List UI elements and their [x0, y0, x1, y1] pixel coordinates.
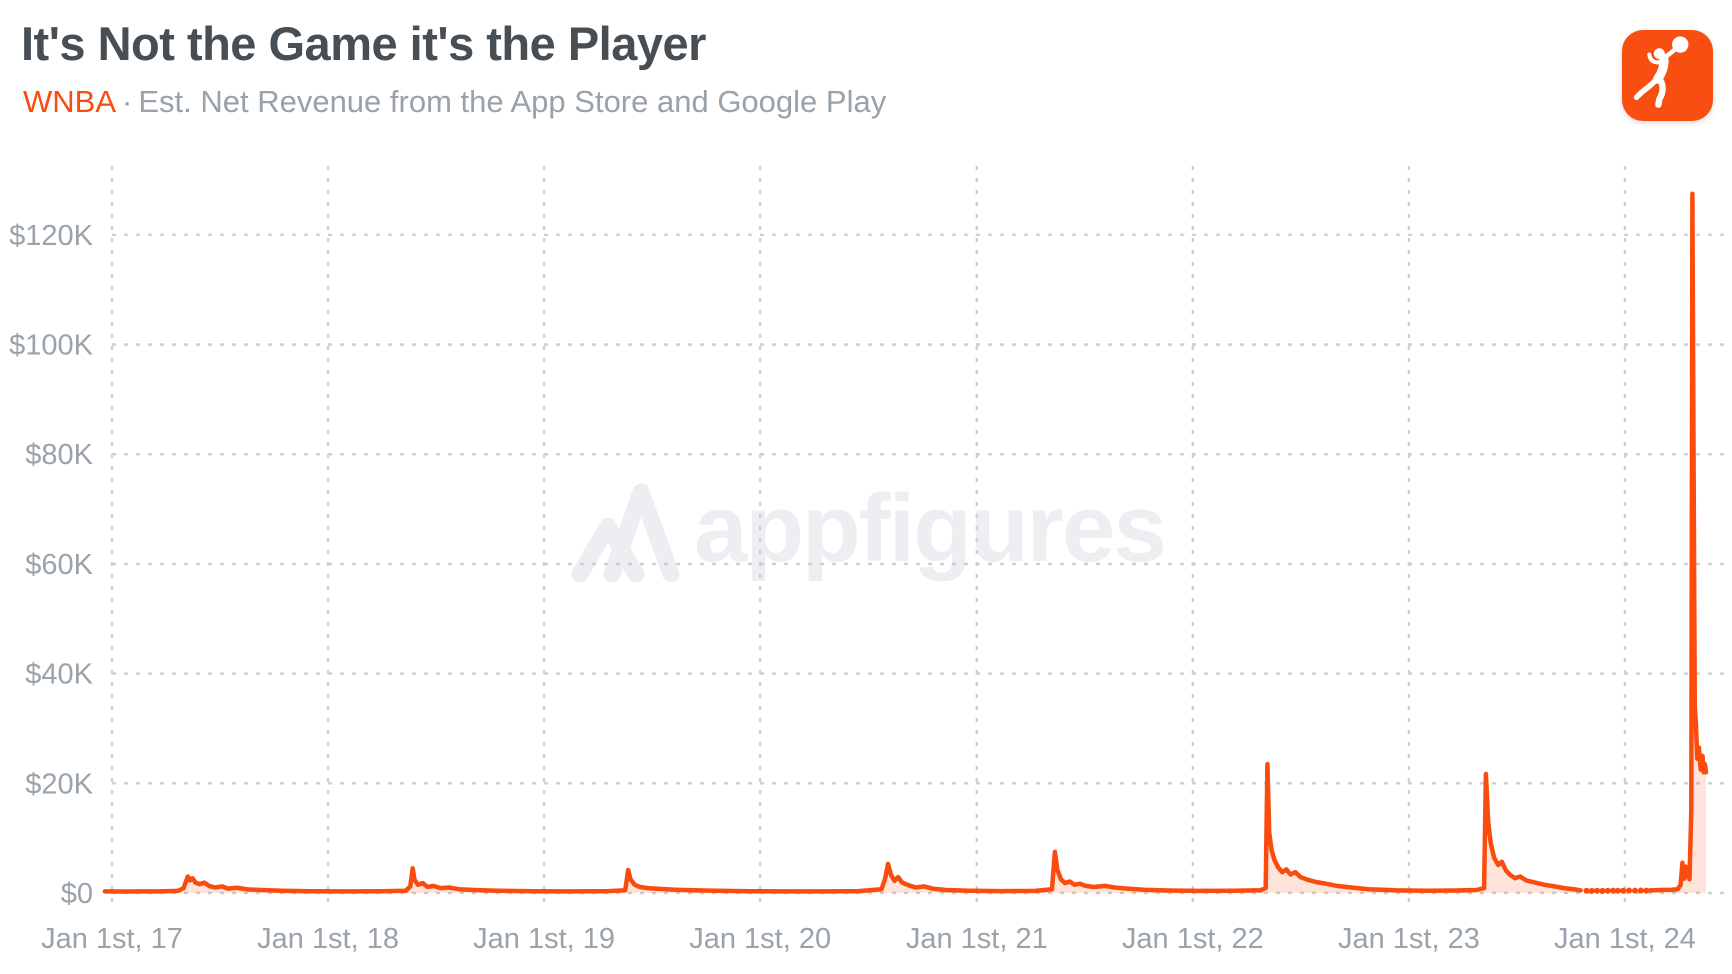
chart-subtitle: WNBA · Est. Net Revenue from the App Store… — [23, 84, 886, 120]
gap-dot — [1637, 887, 1644, 894]
gap-dot — [1594, 887, 1601, 894]
gap-dot — [1614, 887, 1621, 894]
gap-dot — [1643, 887, 1650, 894]
x-tick-label: Jan 1st, 18 — [257, 923, 399, 955]
y-tick-label: $100K — [9, 330, 94, 362]
x-tick-label: Jan 1st, 20 — [689, 923, 831, 955]
gridlines — [110, 166, 1732, 908]
revenue-area — [104, 193, 1706, 893]
x-tick-label: Jan 1st, 19 — [473, 923, 615, 955]
x-tick-label: Jan 1st, 17 — [41, 923, 183, 955]
wnba-app-icon — [1622, 30, 1713, 121]
y-axis-labels: $0 $20K $40K $60K $80K $100K $120K — [9, 220, 94, 910]
subtitle-separator: · — [122, 84, 133, 119]
gap-dot — [1632, 887, 1638, 894]
gap-dots — [1583, 887, 1650, 894]
x-tick-label: Jan 1st, 21 — [906, 923, 1048, 955]
subtitle-text: Est. Net Revenue from the App Store and … — [138, 84, 887, 119]
gap-dot — [1599, 887, 1606, 894]
app-name-label: WNBA — [23, 84, 116, 119]
gap-dot — [1588, 887, 1595, 894]
y-tick-label: $60K — [25, 549, 93, 581]
gap-dot — [1604, 887, 1611, 894]
y-tick-label: $20K — [25, 768, 93, 800]
gap-dot — [1626, 887, 1633, 894]
gap-dot — [1610, 887, 1617, 894]
page-title: It's Not the Game it's the Player — [21, 17, 706, 70]
y-tick-label: $80K — [25, 439, 93, 471]
basketball-player-icon — [1633, 36, 1689, 108]
y-tick-label: $0 — [61, 878, 93, 910]
x-tick-label: Jan 1st, 22 — [1122, 923, 1264, 955]
gap-dot — [1620, 887, 1627, 894]
x-tick-label: Jan 1st, 24 — [1554, 923, 1696, 955]
y-tick-label: $120K — [9, 220, 94, 252]
x-tick-label: Jan 1st, 23 — [1338, 923, 1480, 955]
x-axis-labels: Jan 1st, 17 Jan 1st, 18 Jan 1st, 19 Jan 1st… — [41, 923, 1696, 955]
y-tick-label: $40K — [25, 659, 93, 691]
gap-dot — [1583, 887, 1590, 894]
revenue-line — [102, 191, 1709, 894]
